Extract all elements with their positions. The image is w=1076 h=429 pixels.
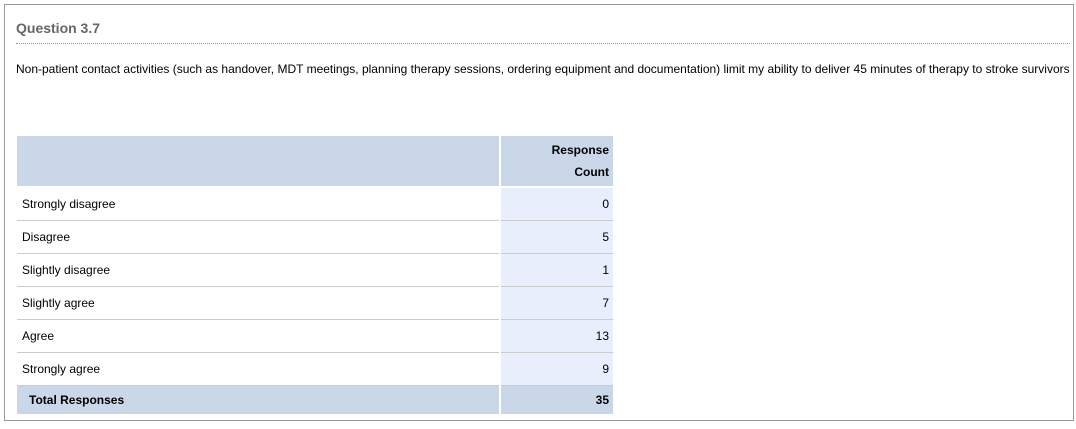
- total-label: Total Responses: [17, 386, 499, 414]
- total-count: 35: [501, 386, 613, 414]
- header-response-count: Response Count: [501, 136, 613, 186]
- row-count: 0: [501, 186, 613, 221]
- row-label: Slightly agree: [17, 287, 499, 320]
- table-row: Strongly disagree 0: [17, 186, 613, 221]
- table-header: Response Count: [17, 136, 613, 186]
- question-title: Question 3.7: [16, 20, 101, 36]
- row-count: 5: [501, 221, 613, 254]
- table-row: Slightly disagree 1: [17, 254, 613, 287]
- row-label: Strongly agree: [17, 353, 499, 386]
- row-label: Disagree: [17, 221, 499, 254]
- table-row: Agree 13: [17, 320, 613, 353]
- table-row: Strongly agree 9: [17, 353, 613, 386]
- header-count-line1: Response: [551, 143, 609, 157]
- total-row: Total Responses 35: [17, 386, 613, 414]
- question-panel: [4, 4, 1074, 421]
- row-label: Agree: [17, 320, 499, 353]
- table-row: Slightly agree 7: [17, 287, 613, 320]
- row-count: 9: [501, 353, 613, 386]
- header-count-line2: Count: [574, 165, 609, 179]
- row-count: 13: [501, 320, 613, 353]
- row-count: 7: [501, 287, 613, 320]
- response-table: Response Count Strongly disagree 0 Disagre…: [15, 136, 615, 414]
- table-row: Disagree 5: [17, 221, 613, 254]
- row-count: 1: [501, 254, 613, 287]
- row-label: Slightly disagree: [17, 254, 499, 287]
- question-text: Non-patient contact activities (such as …: [16, 62, 1070, 76]
- row-label: Strongly disagree: [17, 186, 499, 221]
- header-label: [17, 136, 499, 186]
- divider: [16, 43, 1070, 44]
